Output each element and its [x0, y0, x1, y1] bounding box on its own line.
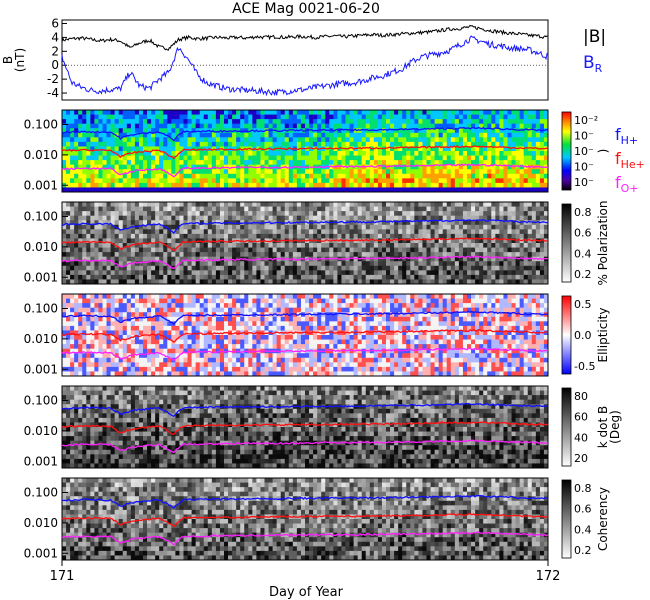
legend-btotal: |B| — [583, 27, 606, 47]
x-tick-end: 172 — [536, 569, 561, 584]
gyrofreq-line-f_H — [61, 494, 549, 510]
freq-legend-H+: fH+ — [615, 125, 638, 147]
gyrofreq-line-f_He — [61, 237, 549, 252]
freq-tick-label: 0.100 — [24, 485, 58, 499]
gyrofreq-line-f_O — [62, 439, 549, 454]
gyrofreq-line-f_O — [61, 531, 549, 546]
colorbar-label-power: ) — [596, 149, 610, 154]
gyrofreq-line-f_He — [61, 145, 549, 160]
colorbar-tick-label: 20 — [574, 452, 588, 465]
freq-tick-label: 0.001 — [24, 362, 58, 376]
freq-tick-label: 0.100 — [24, 301, 58, 315]
gyrofreq-line-f_H — [61, 219, 549, 235]
colorbar-coherency — [561, 479, 572, 559]
colorbar-label-ellipticity: Ellipticity — [596, 308, 610, 363]
colorbar-kdotb — [561, 387, 572, 467]
gyrofreq-line-f_He — [61, 421, 549, 435]
gyrofreq-line-f_H — [61, 402, 549, 418]
panels-group: 6420-2-4B(nT)|B|BR0.1000.0100.00110⁻²10⁻… — [1, 16, 645, 566]
mag-panel-frame — [61, 19, 549, 101]
freq-tick-label: 0.010 — [24, 516, 58, 530]
colorbar-tick-label: -0.5 — [574, 360, 595, 373]
mag-ylabel-unit: (nT) — [13, 48, 27, 72]
x-axis-label: Day of Year — [269, 585, 344, 600]
colorbar-label-polarization: % Polarization — [596, 201, 610, 286]
colorbar-tick-label: 60 — [574, 411, 588, 424]
freq-tick-label: 0.001 — [24, 546, 58, 560]
colorbar-tick-label: 0.8 — [574, 206, 592, 219]
colorbar-tick-label: 10⁻ — [574, 130, 594, 143]
freq-tick-label: 0.010 — [24, 332, 58, 346]
legend-br: BR — [583, 53, 603, 75]
colorbar-tick-label: 10⁻ — [574, 161, 594, 174]
gyrofreq-line-f_H — [61, 126, 549, 142]
gyrofreq-line-f_He — [61, 328, 549, 344]
colorbar-tick-label: 0.2 — [574, 268, 592, 281]
colorbar-tick-label: 10⁻ — [574, 176, 594, 189]
spectrogram-coherency — [62, 478, 549, 561]
mag-ytick-label: 4 — [51, 30, 59, 44]
mag-ytick-label: 2 — [51, 44, 59, 58]
mag-series-btotal — [61, 24, 549, 51]
colorbar-tick-label: 0.6 — [574, 503, 592, 516]
x-tick-start: 171 — [50, 569, 75, 584]
mag-ytick-label: -4 — [47, 86, 59, 100]
freq-legend-O+: fO+ — [615, 173, 639, 195]
spectrogram-power — [62, 110, 549, 193]
colorbar-tick-label: 80 — [574, 390, 588, 403]
colorbar-label-kdotb: k dot B — [596, 406, 610, 448]
legend-br-sub: R — [595, 62, 603, 75]
freq-tick-label: 0.010 — [24, 148, 58, 162]
freq-tick-label: 0.001 — [24, 270, 58, 284]
freq-tick-label: 0.010 — [24, 240, 58, 254]
colorbar-tick-label: 0.4 — [574, 523, 592, 536]
colorbar-tick-label: 10⁻ — [574, 145, 594, 158]
mag-ytick-label: 0 — [51, 58, 59, 72]
freq-tick-label: 0.010 — [24, 424, 58, 438]
gyrofreq-line-f_O — [61, 255, 549, 270]
spectrogram-kdotb — [62, 386, 549, 469]
mag-series-br — [61, 35, 549, 97]
freq-legend-sub: O+ — [621, 182, 639, 195]
freq-legend-He+: fHe+ — [615, 149, 645, 171]
colorbar-tick-label: 10⁻² — [574, 114, 598, 127]
freq-tick-label: 0.001 — [24, 178, 58, 192]
colorbar-label-coherency: Coherency — [596, 487, 610, 551]
colorbar-tick-label: 0.5 — [574, 298, 592, 311]
freq-tick-label: 0.001 — [24, 454, 58, 468]
colorbar-polarization — [561, 203, 572, 283]
spectrogram-frame-coherency — [61, 477, 549, 561]
spectrogram-polarization — [62, 202, 549, 285]
colorbar-tick-label: 0.4 — [574, 247, 592, 260]
colorbar-tick-label: 0.2 — [574, 544, 592, 557]
freq-tick-label: 0.100 — [24, 117, 58, 131]
freq-legend-sub: He+ — [621, 158, 645, 171]
gyrofreq-line-f_O — [61, 347, 549, 362]
mag-ytick-label: -2 — [47, 72, 59, 86]
colorbar-power — [561, 111, 572, 191]
spectrogram-frame-power — [61, 109, 549, 193]
colorbar-tick-label: 40 — [574, 431, 588, 444]
gyrofreq-line-f_H — [61, 310, 549, 326]
freq-tick-label: 0.100 — [24, 393, 58, 407]
gyrofreq-line-f_O — [61, 163, 548, 178]
freq-tick-label: 0.100 — [24, 209, 58, 223]
mag-ytick-label: 6 — [51, 16, 59, 30]
chart-title: ACE Mag 0021-06-20 — [232, 1, 380, 17]
colorbar-ellipticity — [561, 295, 572, 375]
spectrogram-ellipticity — [62, 294, 549, 377]
colorbar-label-kdotb: (Deg) — [608, 410, 622, 444]
mag-ylabel: B — [1, 56, 15, 64]
colorbar-tick-label: 0.0 — [574, 329, 592, 342]
gyrofreq-line-f_He — [61, 513, 549, 528]
freq-legend-sub: H+ — [621, 134, 639, 147]
colorbar-tick-label: 0.8 — [574, 482, 592, 495]
colorbar-tick-label: 0.6 — [574, 227, 592, 240]
